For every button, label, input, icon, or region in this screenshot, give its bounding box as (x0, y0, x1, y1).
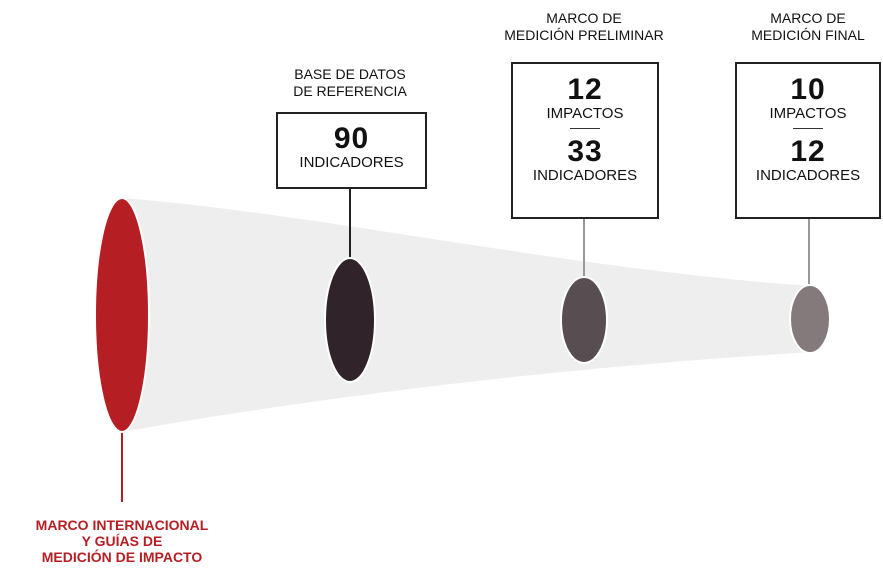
stage-2-box: 12 IMPACTOS 33 INDICADORES (511, 62, 659, 219)
funnel-body (122, 198, 810, 432)
stage-2-label-2: INDICADORES (532, 167, 638, 184)
stage-2-label-1: IMPACTOS (546, 105, 624, 122)
source-label-line3: MEDICIÓN DE IMPACTO (41, 549, 203, 565)
stage-2-ellipse (560, 276, 608, 364)
stage-3-title-line1: MARCO DE (770, 10, 846, 26)
stage-3-title: MARCO DE MEDICIÓN FINAL (733, 10, 883, 44)
source-label: MARCO INTERNACIONAL Y GUÍAS DE MEDICIÓN … (0, 517, 244, 565)
stage-2-title: MARCO DE MEDICIÓN PRELIMINAR (470, 10, 698, 44)
stage-1-ellipse (324, 257, 376, 383)
stage-1-value: 90 (333, 122, 370, 155)
stage-2-title-line2: MEDICIÓN PRELIMINAR (504, 27, 664, 43)
stage-1-label: INDICADORES (299, 154, 404, 171)
stage-3-label-1: IMPACTOS (769, 105, 847, 122)
stage-3-label-2: INDICADORES (755, 167, 861, 184)
stage-3-ellipse (789, 284, 831, 354)
stage-3-value-2: 12 (790, 135, 826, 168)
stage-2-value-1: 12 (567, 73, 603, 106)
stage-2-title-line1: MARCO DE (546, 10, 622, 26)
stage-1-title-line2: DE REFERENCIA (293, 83, 407, 99)
stage-2-value-2: 33 (567, 135, 603, 168)
stage-3-box: 10 IMPACTOS 12 INDICADORES (735, 62, 881, 219)
source-label-line2: Y GUÍAS DE (81, 533, 163, 549)
source-label-line1: MARCO INTERNACIONAL (35, 517, 209, 533)
stage-1-title: BASE DE DATOS DE REFERENCIA (262, 66, 438, 100)
stage-3-divider (793, 128, 823, 129)
stage-2-divider (570, 128, 600, 129)
stage-3-title-line2: MEDICIÓN FINAL (751, 27, 865, 43)
stage-1-title-line1: BASE DE DATOS (294, 66, 406, 82)
stage-3-value-1: 10 (790, 73, 826, 106)
stage-1-box: 90 INDICADORES (276, 112, 427, 189)
source-ellipse (94, 197, 150, 433)
